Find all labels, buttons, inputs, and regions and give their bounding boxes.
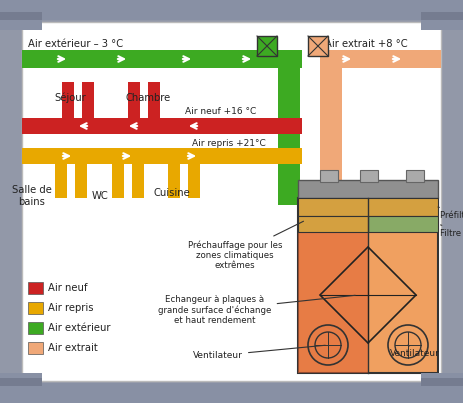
Text: Cuisine: Cuisine (154, 188, 190, 198)
Bar (421, 373, 463, 403)
Bar (406, 170, 424, 182)
Bar (148, 82, 160, 118)
Bar (260, 148, 302, 164)
Bar (298, 198, 438, 373)
Bar (28, 302, 43, 314)
Bar (360, 170, 378, 182)
Bar (75, 164, 87, 198)
Text: Air neuf +16 °C: Air neuf +16 °C (185, 108, 256, 116)
Text: WC: WC (92, 191, 108, 201)
Text: Filtre fin F 5: Filtre fin F 5 (440, 225, 463, 238)
Bar (62, 82, 74, 118)
Bar (298, 180, 438, 198)
Bar (320, 50, 441, 68)
Bar (421, 378, 463, 386)
Bar (28, 282, 43, 294)
Text: Air extérieur: Air extérieur (48, 323, 111, 333)
Bar (257, 36, 277, 56)
Text: Préchauffage pour les
zones climatiques
extrêmes: Préchauffage pour les zones climatiques … (188, 221, 304, 270)
Bar (0, 373, 42, 403)
Bar (55, 164, 67, 198)
Bar (22, 50, 302, 68)
Text: Chambre: Chambre (125, 93, 171, 103)
Bar (22, 148, 282, 164)
Bar (320, 170, 338, 182)
Bar (168, 164, 180, 198)
Text: Air repris: Air repris (48, 303, 94, 313)
Text: Ventilateur: Ventilateur (390, 345, 440, 358)
Bar (28, 322, 43, 334)
Bar (260, 118, 302, 134)
Text: Air extrait: Air extrait (48, 343, 98, 353)
Bar (22, 118, 282, 134)
Bar (308, 36, 328, 56)
Bar (132, 164, 144, 198)
Text: Salle de
bains: Salle de bains (12, 185, 52, 207)
Text: Air extérieur – 3 °C: Air extérieur – 3 °C (28, 39, 123, 49)
Bar (82, 82, 94, 118)
Bar (128, 82, 140, 118)
Bar (0, 378, 42, 386)
Bar (278, 50, 300, 205)
Text: Air neuf: Air neuf (48, 283, 88, 293)
Bar (0, 383, 463, 403)
Bar (368, 216, 438, 232)
Text: Préfiltre G 3: Préfiltre G 3 (438, 207, 463, 220)
Bar (320, 50, 342, 205)
Bar (421, 12, 463, 20)
Bar (298, 216, 368, 232)
Bar (298, 198, 368, 373)
Text: Air repris +21°C: Air repris +21°C (192, 139, 266, 147)
Text: Air extrait +8 °C: Air extrait +8 °C (325, 39, 407, 49)
Text: Ventilateur: Ventilateur (193, 345, 325, 360)
Bar (298, 198, 438, 216)
Bar (188, 164, 200, 198)
Bar (421, 0, 463, 30)
Text: Echangeur à plaques à
grande surface d'échange
et haut rendement: Echangeur à plaques à grande surface d'é… (158, 295, 355, 325)
Bar (0, 12, 42, 20)
Bar (0, 0, 42, 30)
Bar (112, 164, 124, 198)
Bar (28, 342, 43, 354)
Bar (22, 22, 441, 381)
Bar (0, 0, 463, 20)
Text: Séjour: Séjour (54, 93, 86, 103)
